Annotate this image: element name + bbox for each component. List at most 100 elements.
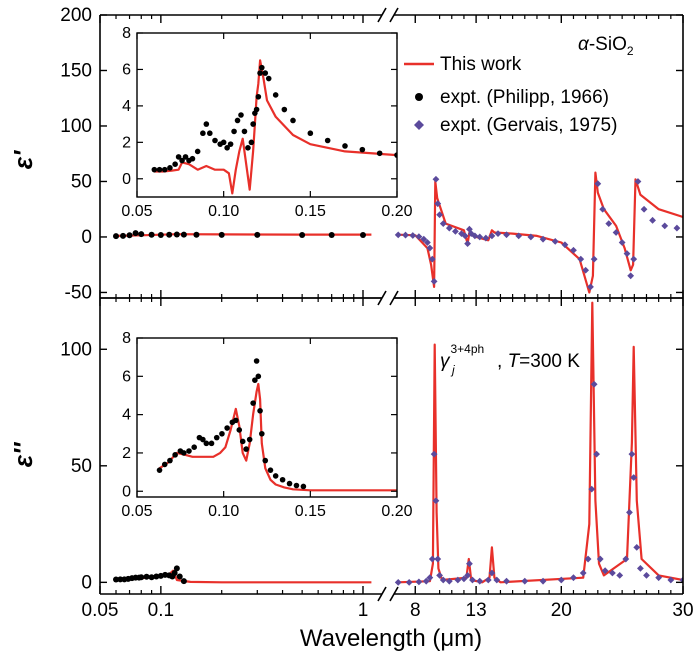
imag-gervais-point — [643, 571, 650, 579]
imag-inset-philipp-point — [257, 407, 263, 414]
real-inset-philipp-point — [307, 130, 314, 137]
gamma-subscript: j — [450, 363, 455, 377]
imag-gervais-point — [415, 578, 423, 586]
real-inset-this-work-line — [154, 59, 397, 195]
inset-y-tick-label: 0 — [122, 483, 131, 500]
imag-inset-philipp-point — [186, 448, 192, 454]
inset-x-tick-label: 0.15 — [295, 203, 326, 220]
imag-inset-philipp-point — [253, 358, 260, 364]
imag-gervais-point — [596, 555, 604, 563]
real-inset-philipp-point — [194, 148, 201, 155]
real-gervais-point — [436, 211, 443, 219]
imag-inset-philipp-point — [243, 446, 249, 452]
imag-philipp-point — [180, 578, 187, 585]
real-inset-philipp-point — [203, 121, 210, 127]
real-gervais-point — [599, 205, 607, 213]
real-gervais-point — [428, 255, 436, 263]
real-gervais-point — [577, 255, 585, 263]
imag-gervais-point — [570, 574, 577, 582]
real-gervais-point — [424, 239, 431, 246]
imag-inset-philipp-point — [233, 417, 239, 424]
real-inset-philipp-point — [207, 130, 213, 137]
real-inset-philipp-point — [220, 139, 227, 146]
inset-y-tick-label: 0 — [122, 171, 131, 188]
legend-marker-philipp — [415, 93, 423, 101]
x-tick-label: 13 — [466, 600, 487, 621]
imag-inset-philipp-point — [200, 436, 206, 443]
y-tick-label: 200 — [60, 5, 92, 26]
imag-gervais-point — [428, 555, 436, 563]
real-gervais-point — [461, 232, 469, 240]
real-inset-philipp-point — [259, 64, 265, 71]
real-gervais-point — [570, 246, 577, 254]
real-gervais-point — [649, 216, 656, 224]
real-gervais-point — [623, 250, 631, 258]
real-philipp-point — [126, 232, 133, 239]
real-inset-philipp-point — [224, 145, 230, 151]
real-gervais-point — [409, 232, 417, 239]
inset-y-tick-label: 6 — [122, 61, 131, 78]
imag-gervais-point — [637, 564, 644, 572]
real-gervais-point — [503, 231, 510, 239]
inset-y-tick-label: 2 — [122, 445, 131, 462]
real-gervais-point — [587, 283, 594, 291]
legend-label: expt. (Philipp, 1966) — [440, 87, 609, 108]
real-inset-philipp-point — [342, 143, 348, 149]
x-tick-label: 0.1 — [148, 600, 174, 621]
real-inset-philipp-point — [255, 93, 262, 100]
real-gervais-point — [640, 205, 648, 213]
imag-inset-philipp-point — [300, 483, 307, 490]
real-gervais-point — [464, 240, 471, 248]
inset-x-tick-label: 0.10 — [208, 503, 239, 520]
x-tick-label: 8 — [410, 600, 421, 621]
x-tick-label: 0.05 — [82, 600, 119, 621]
imag-inset-philipp-point — [255, 373, 262, 380]
real-inset-philipp-point — [253, 106, 260, 113]
y-tick-label: 0 — [81, 227, 92, 248]
y-tick-label: 0 — [81, 572, 92, 593]
x-tick-label: 30 — [672, 600, 693, 621]
inset-y-tick-label: 4 — [122, 407, 131, 424]
axis-break-mark — [377, 7, 387, 23]
imag-gervais-point — [590, 380, 598, 388]
real-gervais-point — [458, 230, 465, 238]
imag-gervais-point — [488, 569, 496, 577]
imag-gervais-point — [493, 576, 501, 584]
imag-gervais-point — [609, 569, 616, 577]
real-inset-philipp-point — [265, 75, 272, 82]
imag-gervais-point — [394, 578, 402, 586]
imag-inset-philipp-point — [156, 467, 163, 473]
axis-break-mark — [389, 586, 399, 602]
y-axis-label-imaginary: ε'' — [8, 442, 38, 468]
axis-break-mark — [377, 290, 387, 306]
real-inset-philipp-point — [238, 112, 244, 118]
real-gervais-point — [594, 180, 602, 188]
imag-gervais-point — [503, 577, 510, 585]
real-philipp-point — [180, 231, 187, 238]
y-tick-label: -50 — [65, 282, 92, 303]
real-gervais-point — [612, 229, 620, 236]
inset-y-tick-label: 6 — [122, 368, 131, 385]
real-panel-data — [113, 171, 683, 294]
imag-gervais-point — [432, 497, 440, 505]
imag-gervais-point — [588, 485, 596, 493]
real-gervais-point — [527, 233, 535, 241]
real-gervais-point — [634, 178, 642, 185]
real-philipp-point — [148, 231, 155, 238]
real-gervais-point — [673, 224, 681, 232]
imag-philipp-point — [171, 570, 178, 577]
real-inset-philipp-point — [200, 130, 206, 137]
imag-inset-philipp-point — [181, 450, 187, 456]
imag-gervais-point — [630, 474, 638, 481]
real-philipp-point — [173, 231, 180, 238]
real-gervais-point — [590, 255, 598, 263]
real-inset-philipp-point — [324, 137, 331, 144]
y-tick-label: 50 — [71, 456, 92, 477]
temperature-annotation: , T=300 K — [497, 351, 580, 372]
imag-inset-frame — [136, 337, 398, 498]
imag-inset-philipp-point — [191, 444, 197, 450]
y-axis-label-real: ε' — [8, 150, 38, 169]
real-inset-philipp-point — [241, 128, 248, 135]
imag-inset-philipp-point — [172, 452, 178, 458]
